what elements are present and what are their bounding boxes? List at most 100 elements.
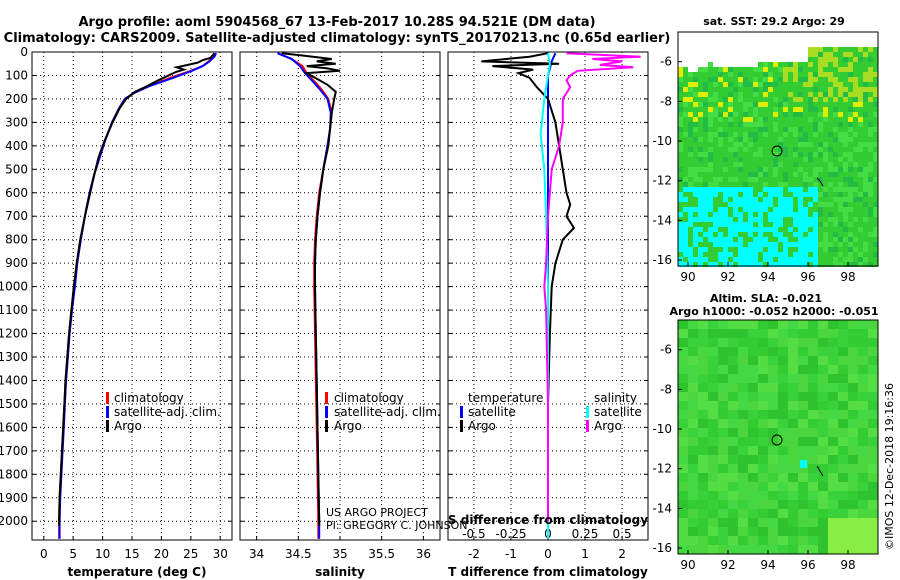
- sst-cell: [833, 67, 838, 72]
- sla-cell: [848, 536, 858, 545]
- sst-cell: [718, 137, 723, 142]
- sst-cell: [808, 62, 813, 67]
- sst-cell: [723, 107, 728, 112]
- sla-cell: [728, 509, 738, 518]
- sst-cell: [758, 112, 763, 117]
- sst-cell: [768, 117, 773, 122]
- sst-cell: [873, 117, 878, 122]
- sla-cell: [778, 383, 788, 392]
- pressure-tick-label: 500: [5, 162, 28, 176]
- sst-cell: [843, 137, 848, 142]
- sst-cell: [833, 237, 838, 242]
- sst-cell: [713, 147, 718, 152]
- sst-cell: [828, 97, 833, 102]
- sst-cell: [798, 147, 803, 152]
- sla-cell: [858, 392, 868, 401]
- sst-cell: [683, 107, 688, 112]
- sst-cell: [818, 222, 823, 227]
- sst-cell: [833, 182, 838, 187]
- sst-cell: [708, 87, 713, 92]
- sst-cell: [803, 177, 808, 182]
- sla-cell: [798, 410, 808, 419]
- sst-cell: [858, 247, 863, 252]
- sla-cell: [678, 365, 688, 374]
- sst-cell: [813, 67, 818, 72]
- sst-cell: [753, 212, 758, 217]
- sst-cell: [843, 237, 848, 242]
- sst-cell: [808, 207, 813, 212]
- pressure-tick-label: 1600: [0, 420, 28, 434]
- sst-cell: [768, 202, 773, 207]
- sla-cell: [758, 491, 768, 500]
- sst-cell: [683, 162, 688, 167]
- sst-cell: [768, 92, 773, 97]
- sst-cell: [723, 77, 728, 82]
- sla-cell: [758, 473, 768, 482]
- map-y-tick-label: -12: [652, 174, 672, 188]
- sst-cell: [793, 92, 798, 97]
- sst-cell: [838, 252, 843, 257]
- sst-cell: [723, 257, 728, 262]
- sst-cell: [698, 157, 703, 162]
- sla-cell: [808, 536, 818, 545]
- sst-cell: [713, 207, 718, 212]
- sst-cell: [713, 142, 718, 147]
- sst-cell: [828, 162, 833, 167]
- sst-cell: [828, 67, 833, 72]
- sst-cell: [868, 97, 873, 102]
- sla-cell: [718, 446, 728, 455]
- sst-cell: [853, 142, 858, 147]
- sla-cell: [828, 338, 838, 347]
- sst-cell: [678, 242, 683, 247]
- sst-cell: [798, 92, 803, 97]
- sla-cell: [708, 473, 718, 482]
- sst-cell: [683, 167, 688, 172]
- sst-cell: [748, 127, 753, 132]
- sst-cell: [693, 132, 698, 137]
- sst-cell: [853, 247, 858, 252]
- sst-cell: [708, 227, 713, 232]
- sst-cell: [838, 262, 843, 267]
- sst-cell: [713, 227, 718, 232]
- sst-cell: [688, 217, 693, 222]
- sst-cell: [833, 212, 838, 217]
- sst-cell: [828, 252, 833, 257]
- sst-map-title: sat. SST: 29.2 Argo: 29: [703, 15, 845, 28]
- sst-cell: [828, 127, 833, 132]
- sst-cell: [698, 162, 703, 167]
- sst-cell: [788, 157, 793, 162]
- sla-cell: [708, 374, 718, 383]
- sst-cell: [853, 232, 858, 237]
- sst-cell: [853, 122, 858, 127]
- sst-cell: [778, 112, 783, 117]
- sla-cell: [818, 500, 828, 509]
- sst-cell: [783, 97, 788, 102]
- sst-cell: [743, 212, 748, 217]
- sla-cell: [778, 545, 788, 554]
- sla-cell: [718, 410, 728, 419]
- sst-cell: [778, 232, 783, 237]
- sst-cell: [808, 47, 813, 52]
- sst-heatmap: [678, 47, 878, 267]
- sst-cell: [748, 147, 753, 152]
- sst-cell: [838, 247, 843, 252]
- sst-cell: [818, 87, 823, 92]
- sst-cell: [788, 197, 793, 202]
- sst-cell: [753, 177, 758, 182]
- sst-cell: [728, 182, 733, 187]
- sst-cell: [783, 122, 788, 127]
- sst-cell: [873, 257, 878, 262]
- sla-cell: [678, 446, 688, 455]
- sst-cell: [858, 117, 863, 122]
- sst-cell: [783, 162, 788, 167]
- sla-cell: [728, 446, 738, 455]
- sst-cell: [838, 112, 843, 117]
- sst-cell: [683, 182, 688, 187]
- pressure-axis: 0100200300400500600700800900100011001200…: [0, 45, 232, 528]
- sla-cell: [868, 347, 878, 356]
- sst-cell: [798, 62, 803, 67]
- sst-cell: [738, 252, 743, 257]
- sst-cell: [743, 102, 748, 107]
- sst-cell: [753, 237, 758, 242]
- sla-cell: [688, 500, 698, 509]
